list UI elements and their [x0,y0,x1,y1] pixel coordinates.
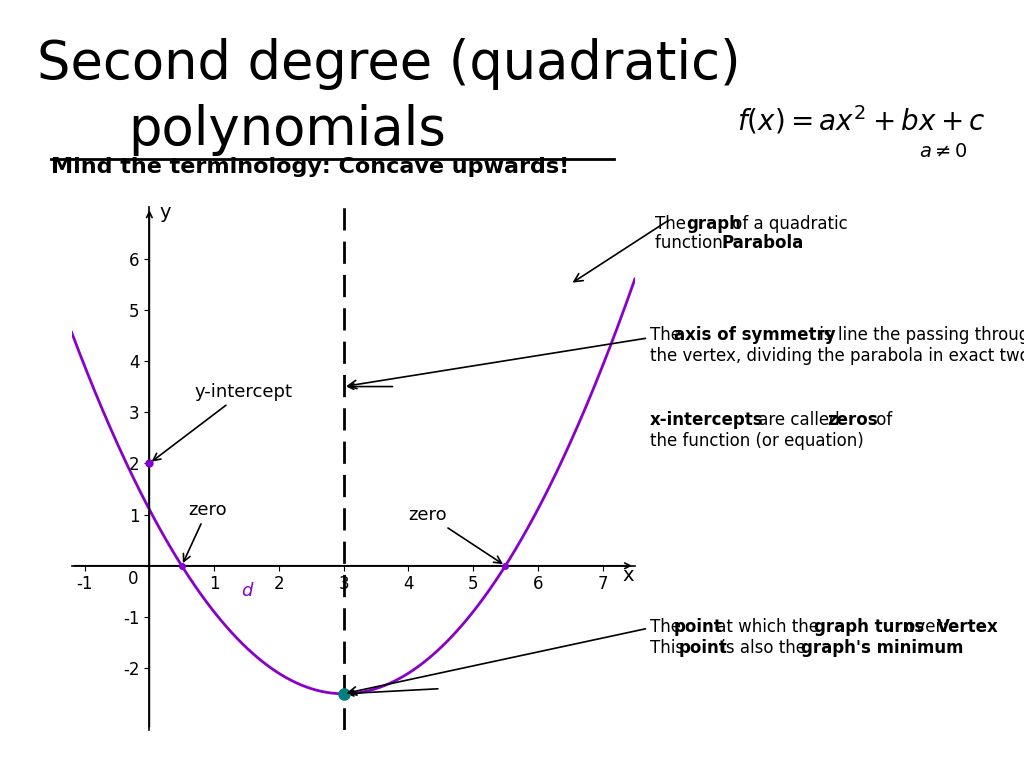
Text: is line the passing through: is line the passing through [814,326,1024,344]
Text: point: point [674,618,723,636]
Text: of: of [871,411,893,429]
Text: zero: zero [183,501,227,561]
Text: axis of symmetry: axis of symmetry [674,326,836,344]
Text: polynomials: polynomials [128,104,445,156]
Text: $f(x) = ax^2 + bx+ c$: $f(x) = ax^2 + bx+ c$ [737,104,986,137]
Text: graph: graph [686,215,741,233]
Text: Vertex: Vertex [937,618,998,636]
Text: the vertex, dividing the parabola in exact two parts: the vertex, dividing the parabola in exa… [650,347,1024,365]
Text: graph turns: graph turns [814,618,925,636]
Text: Second degree (quadratic): Second degree (quadratic) [37,38,741,91]
Text: x: x [623,566,634,585]
Text: at which the: at which the [711,618,824,636]
Text: This: This [650,639,689,657]
Text: are called: are called [753,411,845,429]
Text: graph's minimum: graph's minimum [801,639,964,657]
Text: $a\neq0$: $a\neq0$ [919,142,968,161]
Text: Mind the terminology: Concave upwards!: Mind the terminology: Concave upwards! [51,157,569,177]
Text: point: point [679,639,728,657]
Text: The: The [650,618,686,636]
Text: zero: zero [409,505,502,563]
Text: over:: over: [900,618,953,636]
Text: y: y [159,203,171,222]
Text: the function (or equation): the function (or equation) [650,432,864,449]
Text: function:: function: [655,234,734,252]
Text: 0: 0 [128,570,138,588]
Text: zeros: zeros [827,411,878,429]
Text: Parabola: Parabola [722,234,804,252]
Text: y-intercept: y-intercept [153,382,293,461]
Text: The: The [655,215,691,233]
Text: d: d [241,582,252,601]
Text: x-intercepts: x-intercepts [650,411,764,429]
Text: is also the: is also the [716,639,811,657]
Text: of a quadratic: of a quadratic [727,215,848,233]
Text: The: The [650,326,686,344]
